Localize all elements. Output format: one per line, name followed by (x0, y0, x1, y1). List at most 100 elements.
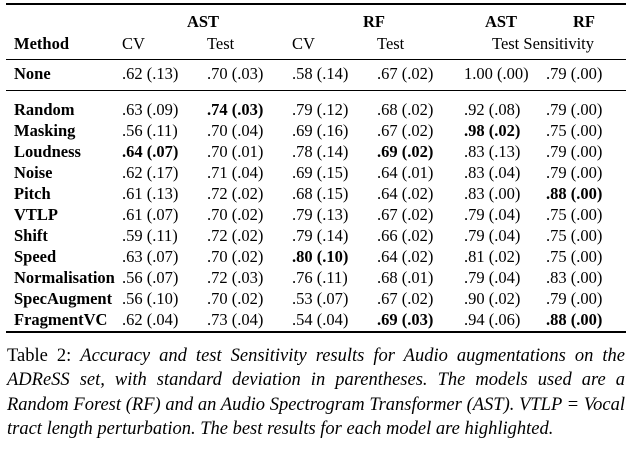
value-cell: .79 (.14) (292, 226, 349, 245)
value-cell: .90 (.02) (464, 289, 521, 308)
value-cell: .79 (.00) (542, 59, 627, 91)
group-header-rf: RF (573, 12, 596, 31)
value-cell: .71 (.04) (207, 163, 264, 182)
value-cell: .88 (.00) (546, 310, 603, 329)
value-cell: .62 (.13) (118, 59, 203, 91)
value-cell: .70 (.02) (207, 247, 264, 266)
value-cell: .67 (.02) (377, 121, 434, 140)
value-cell: .70 (.02) (207, 289, 264, 308)
value-cell: .53 (.07) (292, 289, 349, 308)
table-row: Speed .63 (.07) .70 (.02) .80 (.10) .64 (.02… (6, 247, 626, 268)
method-cell: Pitch (14, 184, 51, 203)
value-cell: .79 (.00) (546, 163, 603, 182)
value-cell: .56 (.11) (122, 121, 178, 140)
value-cell: .72 (.03) (207, 268, 264, 287)
value-cell: .75 (.00) (546, 226, 603, 245)
value-cell: .67 (.02) (377, 289, 434, 308)
value-cell: .79 (.13) (292, 205, 349, 224)
method-cell: Normalisation (14, 268, 115, 287)
value-cell: .54 (.04) (292, 310, 349, 329)
value-cell: .79 (.00) (546, 289, 603, 308)
column-header-method: Method (6, 33, 118, 60)
group-header-spacer (6, 4, 118, 33)
value-cell: .56 (.07) (122, 268, 179, 287)
value-cell: .74 (.03) (207, 100, 264, 119)
value-cell: .56 (.10) (122, 289, 179, 308)
value-cell: .59 (.11) (122, 226, 178, 245)
column-header-cv: CV (118, 33, 203, 60)
value-cell: .58 (.14) (288, 59, 374, 91)
value-cell: .83 (.00) (546, 268, 603, 287)
method-cell: Loudness (14, 142, 81, 161)
column-header-test-sensitivity: Test Sensitivity (460, 33, 627, 60)
value-cell: .83 (.13) (464, 142, 521, 161)
table-row: None .62 (.13) .70 (.03) .58 (.14) .67 (.02)… (6, 59, 627, 91)
value-cell: .70 (.01) (207, 142, 264, 161)
table-row: Noise .62 (.17) .71 (.04) .69 (.15) .64 (.01… (6, 163, 626, 184)
value-cell: .79 (.04) (464, 226, 521, 245)
column-header-test: Test (373, 33, 461, 60)
table-row: SpecAugment .56 (.10) .70 (.02) .53 (.07) .6… (6, 289, 626, 310)
value-cell: .63 (.07) (122, 247, 179, 266)
value-cell: .70 (.04) (207, 121, 264, 140)
method-cell: FragmentVC (14, 310, 108, 329)
value-cell: .70 (.03) (203, 59, 289, 91)
table-row: Masking .56 (.11) .70 (.04) .69 (.16) .67 (.… (6, 121, 626, 142)
value-cell: .68 (.02) (377, 100, 434, 119)
table-row: Random .63 (.09) .74 (.03) .79 (.12) .68 (.0… (6, 91, 626, 121)
table-head: AST RF AST RF Method CV Test CV Test Test Sensit… (6, 4, 627, 60)
value-cell: .79 (.12) (292, 100, 349, 119)
value-cell: .70 (.02) (207, 205, 264, 224)
value-cell: .67 (.02) (373, 59, 461, 91)
value-cell: .83 (.04) (464, 163, 521, 182)
value-cell: .62 (.17) (122, 163, 179, 182)
caption-label: Table 2: (7, 345, 81, 366)
value-cell: .98 (.02) (464, 121, 521, 140)
value-cell: .83 (.00) (464, 184, 521, 203)
group-header-rf: RF (363, 12, 386, 31)
column-header-test: Test (203, 33, 289, 60)
value-cell: .68 (.01) (377, 268, 434, 287)
method-cell: Noise (14, 163, 53, 182)
column-header-row: Method CV Test CV Test Test Sensitivity (6, 33, 627, 60)
table-row: Pitch .61 (.13) .72 (.02) .68 (.15) .64 (.02… (6, 184, 626, 205)
value-cell: .76 (.11) (292, 268, 348, 287)
value-cell: .64 (.02) (377, 247, 434, 266)
value-cell: .68 (.15) (292, 184, 349, 203)
value-cell: .78 (.14) (292, 142, 349, 161)
value-cell: .61 (.13) (122, 184, 179, 203)
value-cell: .88 (.00) (546, 184, 603, 203)
group-header-ast: AST (484, 12, 518, 31)
value-cell: .72 (.02) (207, 184, 264, 203)
method-cell: Masking (14, 121, 76, 140)
value-cell: .80 (.10) (292, 247, 349, 266)
value-cell: .69 (.15) (292, 163, 349, 182)
value-cell: .67 (.02) (377, 205, 434, 224)
value-cell: .75 (.00) (546, 121, 603, 140)
method-cell: SpecAugment (14, 289, 113, 308)
value-cell: .75 (.00) (546, 205, 603, 224)
column-header-cv: CV (288, 33, 374, 60)
baseline-body: None .62 (.13) .70 (.03) .58 (.14) .67 (.02)… (6, 59, 627, 91)
method-cell: None (6, 59, 118, 91)
value-cell: .69 (.02) (377, 142, 434, 161)
value-cell: .81 (.02) (464, 247, 521, 266)
table-caption: Table 2: Accuracy and test Sensitivity r… (7, 344, 625, 442)
value-cell: .61 (.07) (122, 205, 179, 224)
value-cell: .79 (.04) (464, 268, 521, 287)
value-cell: .64 (.02) (377, 184, 434, 203)
value-cell: .92 (.08) (464, 100, 521, 119)
method-cell: Shift (14, 226, 48, 245)
value-cell: .62 (.04) (122, 310, 179, 329)
caption-text: Accuracy and test Sensitivity results fo… (7, 345, 625, 440)
method-cell: Random (14, 100, 75, 119)
group-header-row: AST RF AST RF (6, 4, 626, 33)
value-cell: .64 (.07) (122, 142, 179, 161)
table-row: Normalisation .56 (.07) .72 (.03) .76 (.11)… (6, 268, 626, 289)
value-cell: .73 (.04) (207, 310, 264, 329)
value-cell: .66 (.02) (377, 226, 434, 245)
value-cell: .75 (.00) (546, 247, 603, 266)
value-cell: .72 (.02) (207, 226, 264, 245)
value-cell: .79 (.00) (546, 100, 603, 119)
value-cell: .64 (.01) (377, 163, 434, 182)
